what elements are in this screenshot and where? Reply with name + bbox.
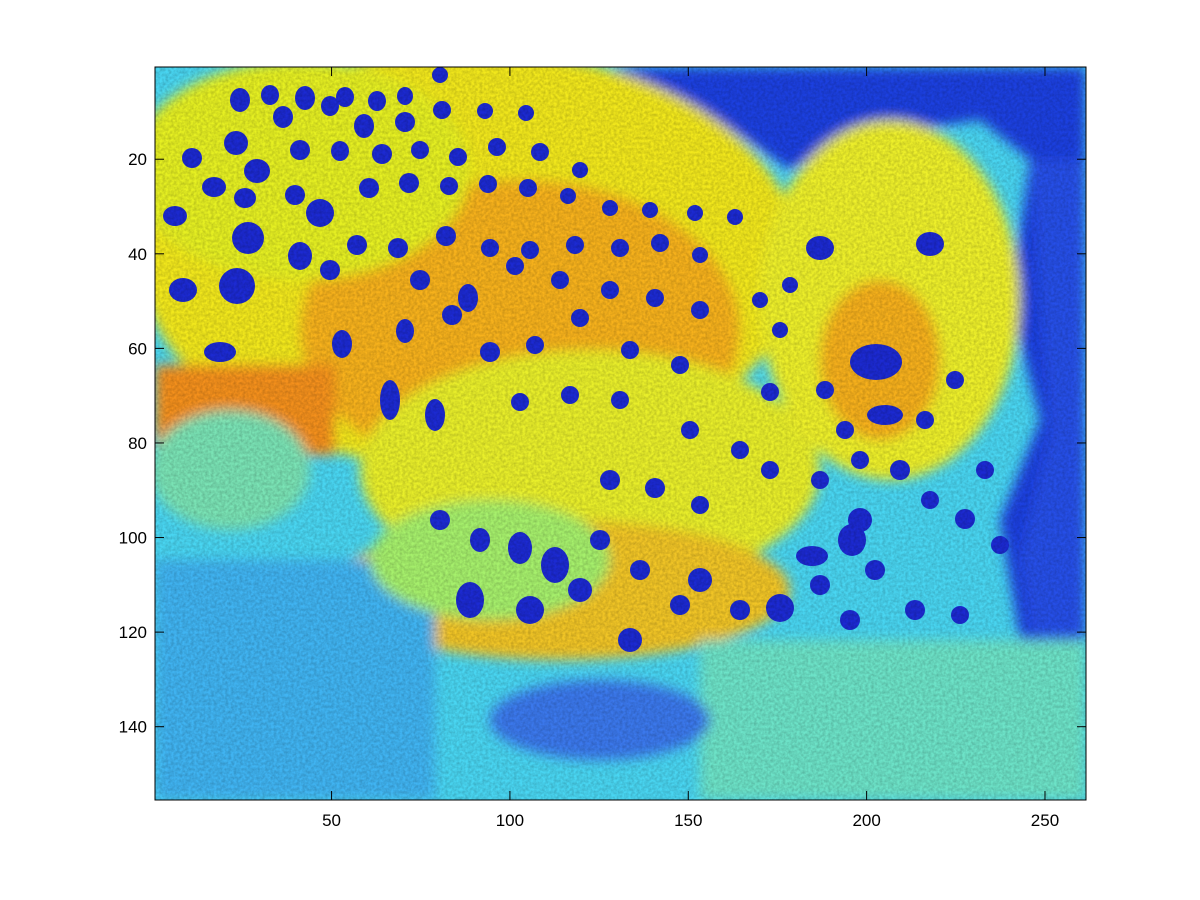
y-tick-label: 80 [128, 434, 147, 453]
y-tick-label: 40 [128, 245, 147, 264]
x-tick-label: 50 [322, 811, 341, 830]
axes-box [154, 66, 1087, 801]
y-tick-label: 100 [119, 529, 147, 548]
x-axis: 50 100 150 200 250 [322, 67, 1059, 830]
image-texture [155, 67, 1086, 800]
x-tick-label: 250 [1031, 811, 1059, 830]
y-tick-label: 120 [119, 623, 147, 642]
heatmap-image [155, 67, 1086, 800]
y-axis: 20 40 60 80 100 120 140 [119, 150, 1086, 737]
y-tick-label: 20 [128, 150, 147, 169]
x-tick-label: 200 [852, 811, 880, 830]
x-tick-label: 100 [496, 811, 524, 830]
y-tick-label: 60 [128, 339, 147, 358]
y-tick-label: 140 [119, 718, 147, 737]
x-tick-label: 150 [674, 811, 702, 830]
